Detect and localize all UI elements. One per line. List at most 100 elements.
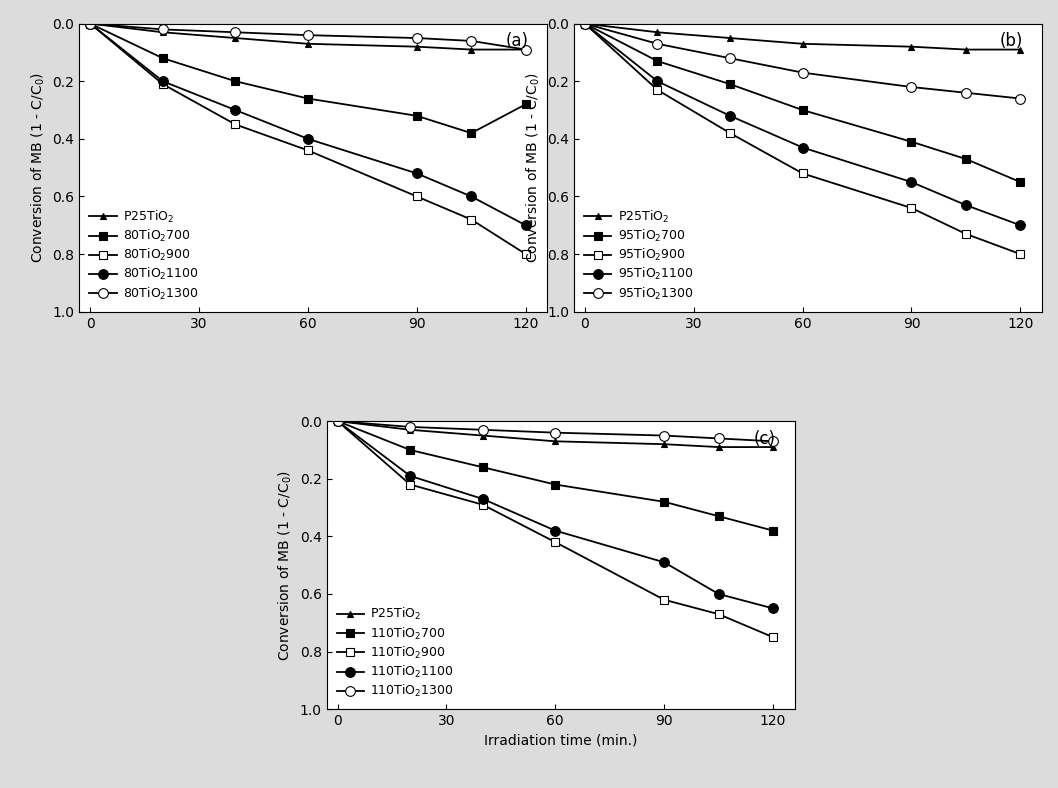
P25TiO$_2$: [579, 19, 591, 28]
Legend: P25TiO$_2$, 80TiO$_2$700, 80TiO$_2$900, 80TiO$_2$1100, 80TiO$_2$1300: P25TiO$_2$, 80TiO$_2$700, 80TiO$_2$900, …: [86, 205, 203, 306]
110TiO$_2$900: [476, 500, 489, 509]
P25TiO$_2$: [712, 442, 725, 452]
80TiO$_2$700: [157, 54, 169, 63]
P25TiO$_2$: [404, 425, 417, 434]
110TiO$_2$700: [767, 526, 780, 535]
Line: 110TiO$_2$900: 110TiO$_2$900: [333, 417, 778, 641]
Y-axis label: Conversion of MB (1 - C/C$_0$): Conversion of MB (1 - C/C$_0$): [277, 470, 294, 660]
Line: 80TiO$_2$1300: 80TiO$_2$1300: [86, 19, 530, 54]
80TiO$_2$1100: [302, 134, 314, 143]
P25TiO$_2$: [797, 39, 809, 49]
95TiO$_2$700: [579, 19, 591, 28]
Line: P25TiO$_2$: P25TiO$_2$: [334, 418, 777, 451]
95TiO$_2$1300: [960, 88, 972, 98]
Line: 80TiO$_2$900: 80TiO$_2$900: [86, 20, 530, 258]
80TiO$_2$1100: [157, 76, 169, 86]
80TiO$_2$1300: [519, 45, 532, 54]
110TiO$_2$1300: [331, 416, 344, 426]
110TiO$_2$900: [658, 595, 671, 604]
110TiO$_2$700: [331, 416, 344, 426]
110TiO$_2$900: [549, 537, 562, 547]
Line: 95TiO$_2$1300: 95TiO$_2$1300: [580, 19, 1025, 103]
95TiO$_2$1100: [960, 200, 972, 210]
110TiO$_2$1100: [331, 416, 344, 426]
P25TiO$_2$: [906, 42, 918, 51]
80TiO$_2$900: [229, 120, 241, 129]
80TiO$_2$700: [411, 111, 423, 121]
110TiO$_2$1100: [404, 471, 417, 481]
Text: (a): (a): [506, 32, 529, 50]
110TiO$_2$1300: [658, 431, 671, 440]
110TiO$_2$700: [404, 445, 417, 455]
Line: 95TiO$_2$900: 95TiO$_2$900: [581, 20, 1024, 258]
80TiO$_2$1100: [519, 221, 532, 230]
80TiO$_2$1300: [464, 36, 477, 46]
80TiO$_2$700: [84, 19, 96, 28]
P25TiO$_2$: [658, 440, 671, 449]
110TiO$_2$1300: [404, 422, 417, 432]
80TiO$_2$1100: [411, 169, 423, 178]
P25TiO$_2$: [724, 33, 736, 43]
95TiO$_2$1300: [651, 39, 663, 49]
X-axis label: Irradiation time (min.): Irradiation time (min.): [485, 734, 637, 748]
80TiO$_2$700: [519, 99, 532, 109]
Line: 95TiO$_2$700: 95TiO$_2$700: [581, 20, 1024, 186]
95TiO$_2$900: [724, 128, 736, 138]
P25TiO$_2$: [960, 45, 972, 54]
Line: 95TiO$_2$1100: 95TiO$_2$1100: [580, 19, 1025, 230]
95TiO$_2$700: [651, 57, 663, 66]
P25TiO$_2$: [519, 45, 532, 54]
80TiO$_2$900: [84, 19, 96, 28]
110TiO$_2$900: [404, 480, 417, 489]
110TiO$_2$1100: [476, 494, 489, 504]
80TiO$_2$900: [464, 215, 477, 225]
95TiO$_2$700: [960, 154, 972, 164]
80TiO$_2$1300: [84, 19, 96, 28]
95TiO$_2$1100: [651, 76, 663, 86]
95TiO$_2$1300: [724, 54, 736, 63]
110TiO$_2$700: [658, 497, 671, 507]
95TiO$_2$700: [724, 80, 736, 89]
95TiO$_2$1300: [797, 68, 809, 77]
80TiO$_2$1100: [229, 106, 241, 115]
80TiO$_2$1300: [229, 28, 241, 37]
P25TiO$_2$: [157, 28, 169, 37]
95TiO$_2$900: [906, 203, 918, 213]
110TiO$_2$1100: [767, 604, 780, 613]
95TiO$_2$1100: [579, 19, 591, 28]
Legend: P25TiO$_2$, 95TiO$_2$700, 95TiO$_2$900, 95TiO$_2$1100, 95TiO$_2$1300: P25TiO$_2$, 95TiO$_2$700, 95TiO$_2$900, …: [580, 205, 697, 306]
80TiO$_2$1100: [84, 19, 96, 28]
80TiO$_2$1300: [157, 24, 169, 34]
110TiO$_2$900: [712, 609, 725, 619]
110TiO$_2$1100: [658, 558, 671, 567]
P25TiO$_2$: [767, 442, 780, 452]
110TiO$_2$1100: [549, 526, 562, 535]
80TiO$_2$900: [519, 249, 532, 258]
95TiO$_2$1100: [724, 111, 736, 121]
P25TiO$_2$: [331, 416, 344, 426]
Legend: P25TiO$_2$, 110TiO$_2$700, 110TiO$_2$900, 110TiO$_2$1100, 110TiO$_2$1300: P25TiO$_2$, 110TiO$_2$700, 110TiO$_2$900…: [333, 603, 458, 703]
110TiO$_2$700: [712, 511, 725, 521]
95TiO$_2$900: [797, 169, 809, 178]
80TiO$_2$900: [157, 80, 169, 89]
110TiO$_2$1300: [712, 433, 725, 443]
80TiO$_2$900: [302, 146, 314, 155]
P25TiO$_2$: [464, 45, 477, 54]
95TiO$_2$1100: [1014, 221, 1026, 230]
P25TiO$_2$: [84, 19, 96, 28]
Line: 80TiO$_2$1100: 80TiO$_2$1100: [86, 19, 530, 230]
95TiO$_2$900: [960, 229, 972, 239]
Y-axis label: Conversion of MB (1 - C/C$_0$): Conversion of MB (1 - C/C$_0$): [30, 72, 47, 263]
95TiO$_2$1300: [1014, 94, 1026, 103]
Line: 110TiO$_2$1100: 110TiO$_2$1100: [332, 416, 778, 613]
Text: (b): (b): [1000, 32, 1023, 50]
110TiO$_2$1300: [767, 437, 780, 446]
110TiO$_2$700: [476, 463, 489, 472]
80TiO$_2$700: [464, 128, 477, 138]
80TiO$_2$1100: [464, 191, 477, 201]
95TiO$_2$700: [1014, 177, 1026, 187]
80TiO$_2$700: [302, 94, 314, 103]
80TiO$_2$1300: [411, 33, 423, 43]
110TiO$_2$900: [331, 416, 344, 426]
Line: 110TiO$_2$1300: 110TiO$_2$1300: [332, 416, 778, 446]
